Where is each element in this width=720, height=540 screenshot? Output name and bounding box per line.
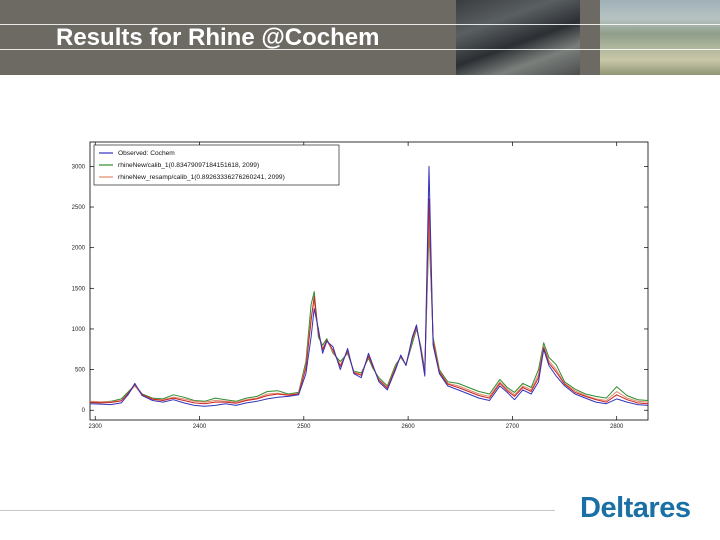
footer-divider xyxy=(0,510,555,511)
axes: 0 500 1000 1500 2000 2500 3000 2300 2400 2500 2600… xyxy=(72,142,648,430)
legend-box xyxy=(93,144,340,186)
x-tick-label: 2800 xyxy=(610,424,624,430)
header-photo-river xyxy=(600,0,720,75)
legend-label: rhineNew_resamp/calib_1(0.89263336276260… xyxy=(118,174,285,181)
series-line-0 xyxy=(89,165,649,407)
y-tick-label: 2500 xyxy=(72,205,86,211)
legend-label: Observed: Cochem xyxy=(118,150,175,157)
y-tick-label: 500 xyxy=(75,368,86,374)
hydrograph-chart: 0 500 1000 1500 2000 2500 3000 2300 2400 2500 2600… xyxy=(40,130,655,430)
deltares-logo: Deltares xyxy=(580,492,691,524)
y-tick-label: 3000 xyxy=(72,164,86,170)
plot-frame xyxy=(89,141,649,421)
x-tick-label: 2700 xyxy=(506,424,520,430)
slide-header: Results for Rhine @Cochem xyxy=(0,0,720,75)
x-tick-label: 2600 xyxy=(401,424,415,430)
chart-svg: 0 500 1000 1500 2000 2500 3000 2300 2400 2500 2600… xyxy=(40,130,655,430)
slide-title: Results for Rhine @Cochem xyxy=(56,24,380,51)
legend: Observed: Cochem rhineNew/calib_1(0.83479… xyxy=(93,144,340,186)
y-tick-label: 1000 xyxy=(72,327,86,333)
x-tick-label: 2400 xyxy=(193,424,207,430)
header-divider-bottom xyxy=(0,49,720,50)
y-tick-label: 0 xyxy=(82,408,86,414)
x-tick-label: 2300 xyxy=(89,424,103,430)
legend-label: rhineNew/calib_1(0.834790971841516​18, 2… xyxy=(118,162,259,169)
x-tick-label: 2500 xyxy=(297,424,311,430)
header-divider-top xyxy=(0,24,720,25)
header-photo-bridge xyxy=(456,0,580,75)
y-tick-label: 1500 xyxy=(72,286,86,292)
series-lines xyxy=(89,165,649,407)
y-tick-label: 2000 xyxy=(72,246,86,252)
